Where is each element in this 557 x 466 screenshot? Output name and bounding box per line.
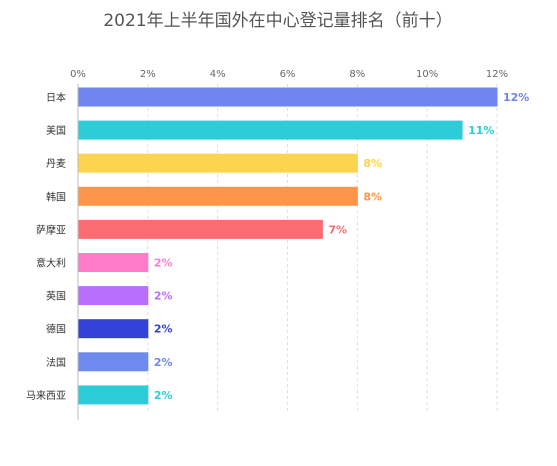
x-tick-label: 0% (70, 69, 86, 80)
category-label: 法国 (46, 356, 66, 369)
bar (78, 352, 149, 372)
value-label: 2% (154, 356, 173, 369)
value-label: 8% (363, 190, 382, 203)
bar (78, 319, 149, 339)
category-label: 英国 (46, 290, 66, 303)
category-label: 韩国 (46, 190, 66, 203)
category-label: 美国 (46, 124, 66, 137)
bar (78, 87, 498, 107)
value-label: 12% (503, 91, 529, 104)
x-tick-label: 12% (486, 69, 508, 80)
value-label: 11% (468, 124, 494, 137)
x-tick-label: 10% (416, 69, 438, 80)
category-label: 萨摩亚 (36, 223, 66, 236)
category-label: 德国 (46, 323, 66, 336)
x-tick-label: 4% (210, 69, 226, 80)
x-tick-label: 2% (140, 69, 156, 80)
bar (78, 120, 463, 140)
value-label: 2% (154, 257, 173, 270)
bar (78, 253, 149, 272)
bar-layer (78, 87, 498, 405)
value-label-layer: 12% 11% 8% 8% 7% 2% 2% 2% 2% 2% (154, 91, 530, 402)
x-tick-layer: 0% 2% 4% 6% 8% 10% 12% (70, 69, 508, 80)
chart-title: 2021年上半年国外在中心登记量排名（前十） (103, 11, 452, 31)
value-label: 8% (363, 157, 382, 170)
value-label: 2% (154, 323, 173, 336)
value-label: 2% (154, 389, 173, 402)
category-label: 丹麦 (46, 158, 66, 170)
bar (78, 153, 358, 173)
value-label: 7% (328, 223, 347, 236)
bar (78, 186, 358, 206)
value-label: 2% (154, 290, 173, 303)
bar (78, 385, 149, 405)
x-tick-label: 6% (280, 69, 296, 80)
bar (78, 219, 323, 239)
bar (78, 286, 149, 306)
category-label: 日本 (46, 91, 66, 104)
category-label: 马来西亚 (26, 390, 66, 402)
x-tick-label: 8% (349, 69, 365, 80)
category-label: 意大利 (36, 257, 66, 270)
